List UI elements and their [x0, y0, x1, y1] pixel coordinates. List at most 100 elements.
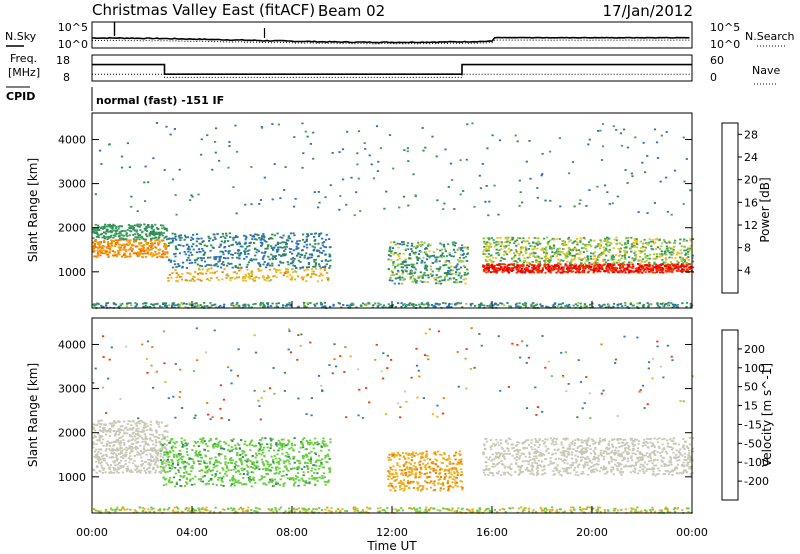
- power-cell: [228, 145, 231, 147]
- velocity-cell: [131, 450, 134, 452]
- velocity-cell: [287, 455, 290, 458]
- power-cell: [555, 271, 558, 274]
- velocity-cell: [113, 444, 116, 446]
- power-cell: [673, 169, 677, 172]
- velocity-cell: [95, 448, 98, 451]
- power-cell: [152, 254, 155, 257]
- power-cell: [610, 265, 613, 268]
- power-cell: [286, 275, 289, 278]
- power-cell: [598, 265, 601, 267]
- power-cell: [650, 245, 653, 248]
- velocity-cell: [263, 476, 266, 478]
- power-cell: [188, 254, 191, 257]
- power-cell: [522, 254, 525, 257]
- power-cell: [129, 255, 132, 258]
- power-cell: [326, 272, 329, 274]
- power-cell: [651, 264, 654, 267]
- power-cell: [537, 266, 540, 268]
- power-cell: [299, 268, 302, 271]
- velocity-cell: [98, 437, 101, 440]
- velocity-cell: [297, 465, 300, 468]
- power-cell: [291, 261, 294, 263]
- nave-tick-bottom: 0: [710, 71, 717, 84]
- power-cell: [107, 235, 110, 238]
- power-cell: [624, 242, 627, 245]
- velocity-cell: [131, 435, 134, 438]
- power-cell: [177, 244, 180, 246]
- power-cell: [297, 259, 300, 262]
- power-cell: [687, 259, 690, 261]
- power-cell: [251, 238, 254, 240]
- velocity-cell: [305, 480, 308, 482]
- velocity-cell: [233, 462, 237, 465]
- power-cell: [486, 264, 489, 266]
- power-cell: [424, 248, 427, 250]
- power-cell: [198, 278, 201, 281]
- power-cell: [167, 280, 170, 282]
- velocity-cell: [328, 467, 331, 470]
- power-cell: [537, 267, 540, 270]
- power-cell: [525, 160, 528, 163]
- power-cell: [619, 263, 622, 265]
- power-cell: [262, 305, 265, 308]
- power-cell: [215, 276, 219, 279]
- power-cell: [313, 259, 316, 261]
- power-cell: [530, 303, 533, 306]
- velocity-cell: [116, 458, 119, 461]
- power-cell: [150, 251, 153, 254]
- velocity-cell: [102, 429, 105, 432]
- power-cell: [322, 250, 325, 252]
- power-cell: [535, 303, 538, 306]
- power-cell: [101, 247, 104, 249]
- power-cell: [428, 250, 431, 253]
- power-cell: [112, 240, 115, 242]
- power-cell: [163, 305, 167, 307]
- power-cell: [130, 205, 133, 208]
- velocity-cell: [135, 433, 138, 435]
- power-cell: [442, 243, 446, 246]
- velocity-cell: [119, 429, 122, 432]
- power-cell: [630, 236, 633, 239]
- power-cell: [558, 137, 561, 139]
- power-cell: [441, 279, 444, 282]
- power-cell: [328, 255, 331, 258]
- power-cell: [444, 148, 447, 151]
- power-cell: [293, 234, 296, 237]
- power-cell: [151, 230, 154, 233]
- velocity-cell: [275, 442, 278, 444]
- power-cell: [228, 250, 231, 252]
- power-cell: [639, 268, 642, 271]
- power-cell: [481, 304, 484, 307]
- velocity-cell: [327, 455, 330, 458]
- power-cell: [402, 279, 405, 281]
- power-cell: [528, 256, 531, 259]
- power-cell: [269, 237, 272, 239]
- power-cell: [231, 256, 234, 259]
- velocity-cell: [317, 454, 321, 457]
- power-cell: [653, 128, 657, 131]
- power-cell: [305, 274, 308, 277]
- power-cell: [535, 242, 538, 245]
- power-cell: [548, 265, 551, 268]
- velocity-cell: [247, 471, 250, 474]
- velocity-cell: [185, 477, 189, 480]
- power-cell: [569, 262, 572, 265]
- velocity-cell: [115, 430, 118, 433]
- power-cell: [540, 248, 543, 251]
- power-cell: [271, 264, 274, 267]
- power-cell: [391, 279, 394, 282]
- velocity-cell: [282, 483, 285, 486]
- power-cell: [443, 272, 446, 275]
- power-cell: [123, 246, 126, 248]
- velocity-cell: [215, 438, 218, 441]
- velocity-cell: [115, 469, 118, 471]
- power-cell: [131, 225, 134, 227]
- velocity-cell: [310, 442, 313, 444]
- power-cell: [487, 256, 490, 258]
- power-cell: [688, 247, 692, 250]
- power-cell: [93, 303, 96, 306]
- power-cell: [549, 257, 552, 259]
- power-cell: [617, 262, 620, 264]
- power-cell: [206, 270, 209, 272]
- power-cell: [287, 270, 290, 273]
